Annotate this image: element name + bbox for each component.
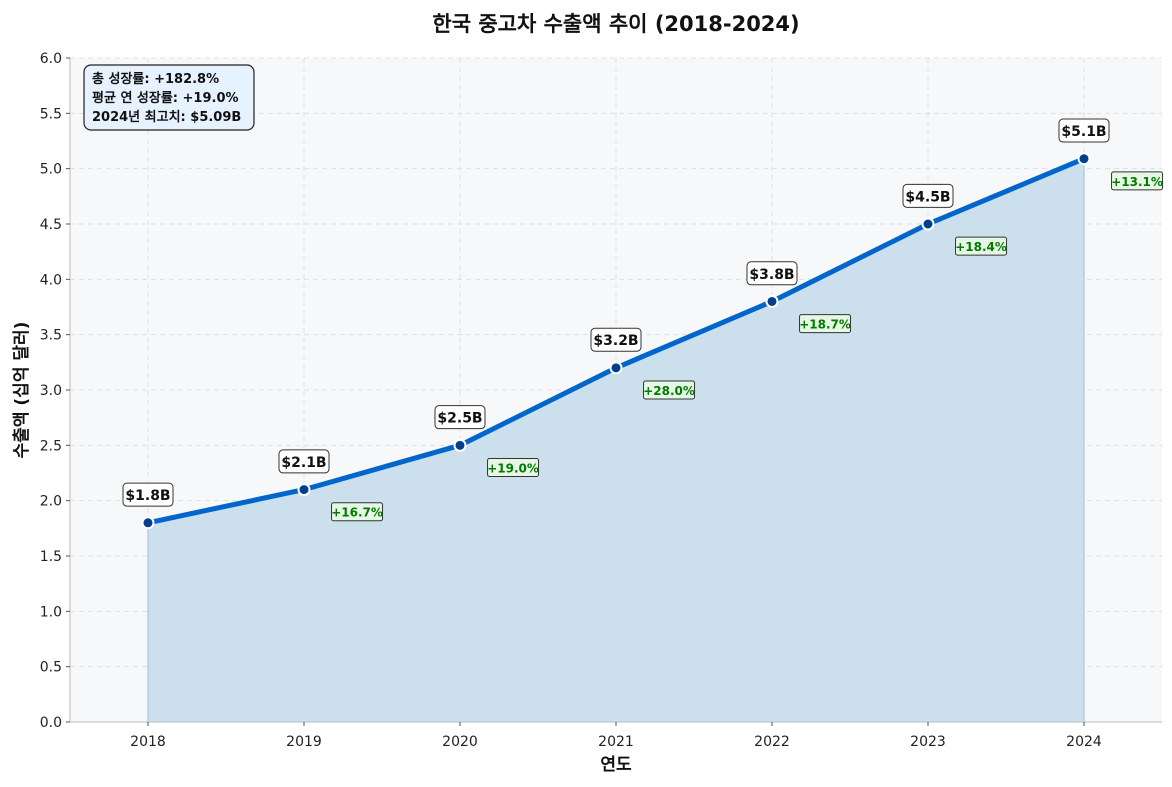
growth-label-box (643, 380, 696, 400)
data-point (921, 217, 935, 231)
x-tick-label: 2019 (286, 734, 322, 750)
data-point (765, 294, 779, 308)
growth-label: +16.7% (331, 506, 383, 520)
y-tick-label: 0.0 (40, 715, 62, 731)
value-label: $3.8B (749, 267, 794, 283)
x-tick-label: 2023 (910, 734, 946, 750)
growth-label: +13.1% (1111, 175, 1163, 189)
value-label-box (902, 183, 954, 208)
growth-label: +28.0% (643, 384, 695, 398)
y-tick-label: 3.5 (40, 328, 62, 344)
data-point (453, 438, 467, 452)
growth-label-box (1111, 171, 1164, 191)
info-box: 총 성장률: +182.8% 평균 연 성장률: +19.0% 2024년 최고… (83, 64, 255, 131)
growth-label-box (487, 457, 540, 477)
x-axis-label: 연도 (600, 755, 632, 775)
info-line-avg: 평균 연 성장률: +19.0% (92, 90, 239, 106)
value-label: $1.8B (125, 488, 170, 504)
growth-label-box (331, 502, 384, 522)
value-label: $3.2B (593, 333, 638, 349)
chart-title: 한국 중고차 수출액 추이 (2018-2024) (432, 12, 799, 36)
growth-label: +18.7% (799, 318, 851, 332)
y-tick-label: 6.0 (40, 51, 62, 67)
value-label-box (1058, 118, 1110, 143)
growth-label: +19.0% (487, 461, 539, 475)
y-tick-label: 1.5 (40, 549, 62, 565)
marks: $1.8B $2.1B $2.5B $3.2B $3.8B $4.5B $5.1B +16.7… (122, 118, 1164, 530)
y-tick-label: 2.5 (40, 438, 62, 454)
value-label: $2.1B (281, 455, 326, 471)
y-tick-label: 5.0 (40, 162, 62, 178)
data-point (1077, 152, 1091, 166)
y-tick-label: 5.5 (40, 106, 62, 122)
x-tick-label: 2021 (598, 734, 634, 750)
value-label: $4.5B (905, 189, 950, 205)
growth-label-box (799, 314, 852, 334)
growth-label: +18.4% (955, 240, 1007, 254)
x-tick-label: 2022 (754, 734, 790, 750)
value-label-box (122, 482, 174, 507)
value-label-box (434, 405, 486, 430)
y-tick-label: 0.5 (40, 660, 62, 676)
value-label-box (278, 449, 330, 474)
x-tick-label: 2020 (442, 734, 478, 750)
y-tick-label: 4.5 (40, 217, 62, 233)
info-line-total: 총 성장률: +182.8% (92, 71, 219, 87)
growth-label-box (955, 236, 1008, 256)
value-label-box (746, 261, 798, 286)
x-tick-label: 2024 (1066, 734, 1102, 750)
data-point (141, 516, 155, 530)
info-line-peak: 2024년 최고치: $5.09B (92, 109, 241, 125)
data-point (297, 483, 311, 497)
y-tick-label: 2.0 (40, 494, 62, 510)
ticks: 0.0 0.5 1.0 1.5 2.0 2.5 3.0 3.5 4.0 4.5 5.0 5.5 6.0 2… (40, 51, 1102, 750)
y-tick-label: 1.0 (40, 604, 62, 620)
y-axis-label: 수출액 (십억 달러) (11, 322, 32, 459)
value-label-box (590, 327, 642, 352)
value-label: $5.1B (1061, 124, 1106, 140)
x-tick-label: 2018 (130, 734, 166, 750)
value-label: $2.5B (437, 411, 482, 427)
y-tick-label: 4.0 (40, 272, 62, 288)
y-tick-label: 3.0 (40, 383, 62, 399)
data-point (609, 361, 623, 375)
